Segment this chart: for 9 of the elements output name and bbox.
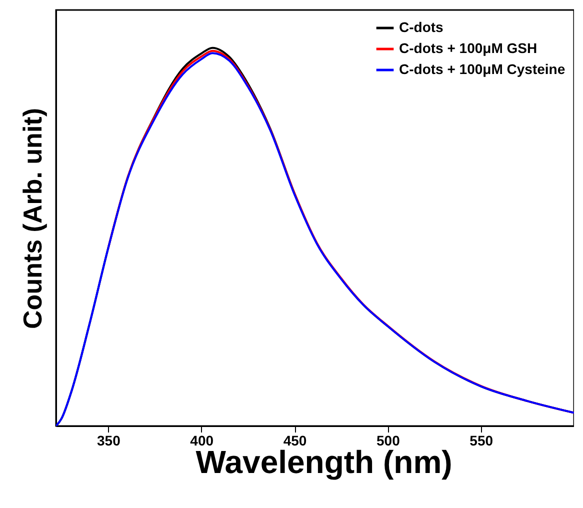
x-tick-label: 500	[376, 432, 400, 448]
x-tick-label: 350	[96, 432, 121, 448]
legend-label: C-dots + 100μM GSH	[399, 40, 538, 56]
x-tick-label: 400	[190, 432, 214, 448]
y-axis-title: Counts (Arb. unit)	[18, 108, 48, 329]
legend-label: C-dots	[399, 19, 444, 35]
legend-label: C-dots + 100μM Cysteine	[399, 61, 566, 77]
x-tick-label: 450	[283, 432, 307, 448]
x-tick-label: 550	[470, 432, 494, 448]
